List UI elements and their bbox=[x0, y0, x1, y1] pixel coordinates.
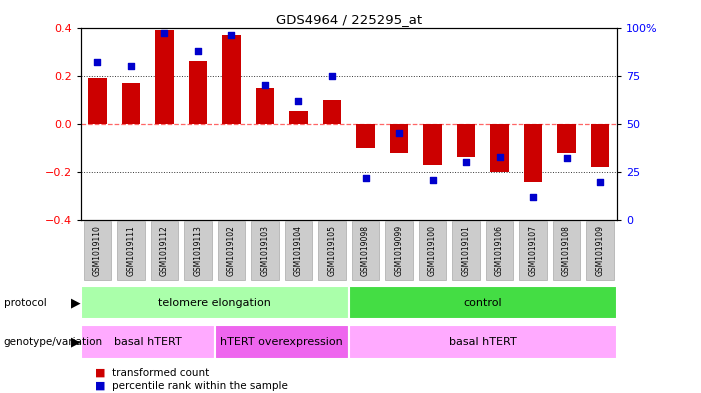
Bar bbox=[155, 30, 174, 124]
Point bbox=[461, 159, 472, 165]
Text: telomere elongation: telomere elongation bbox=[158, 298, 271, 308]
Text: ■: ■ bbox=[95, 367, 105, 378]
Text: GSM1019112: GSM1019112 bbox=[160, 225, 169, 276]
FancyBboxPatch shape bbox=[151, 221, 178, 280]
Text: basal hTERT: basal hTERT bbox=[114, 337, 182, 347]
Text: GSM1019110: GSM1019110 bbox=[93, 225, 102, 276]
Text: hTERT overexpression: hTERT overexpression bbox=[220, 337, 343, 347]
FancyBboxPatch shape bbox=[81, 286, 349, 319]
FancyBboxPatch shape bbox=[251, 221, 279, 280]
FancyBboxPatch shape bbox=[553, 221, 580, 280]
FancyBboxPatch shape bbox=[486, 221, 513, 280]
Bar bbox=[222, 35, 240, 124]
Point bbox=[293, 97, 304, 104]
FancyBboxPatch shape bbox=[519, 221, 547, 280]
Text: GSM1019102: GSM1019102 bbox=[227, 225, 236, 276]
Text: GSM1019100: GSM1019100 bbox=[428, 225, 437, 276]
Point bbox=[92, 59, 103, 65]
Text: ▶: ▶ bbox=[71, 335, 81, 349]
FancyBboxPatch shape bbox=[349, 286, 617, 319]
FancyBboxPatch shape bbox=[418, 221, 447, 280]
Text: control: control bbox=[463, 298, 502, 308]
Bar bbox=[122, 83, 140, 124]
Text: ▶: ▶ bbox=[71, 296, 81, 309]
Bar bbox=[524, 124, 543, 182]
Bar bbox=[189, 61, 207, 124]
Point bbox=[494, 153, 505, 160]
Bar bbox=[256, 88, 274, 124]
FancyBboxPatch shape bbox=[117, 221, 144, 280]
FancyBboxPatch shape bbox=[586, 221, 614, 280]
Bar bbox=[557, 124, 576, 152]
Point bbox=[327, 72, 338, 79]
FancyBboxPatch shape bbox=[215, 325, 349, 358]
Point bbox=[527, 194, 538, 200]
Text: basal hTERT: basal hTERT bbox=[449, 337, 517, 347]
FancyBboxPatch shape bbox=[452, 221, 479, 280]
Bar bbox=[591, 124, 609, 167]
Point bbox=[125, 63, 137, 69]
Text: GSM1019108: GSM1019108 bbox=[562, 225, 571, 276]
Point bbox=[159, 30, 170, 37]
Text: GSM1019111: GSM1019111 bbox=[126, 225, 135, 276]
Text: GSM1019104: GSM1019104 bbox=[294, 225, 303, 276]
Text: transformed count: transformed count bbox=[112, 367, 210, 378]
Text: GSM1019107: GSM1019107 bbox=[529, 225, 538, 276]
Text: GSM1019099: GSM1019099 bbox=[395, 225, 404, 276]
Bar bbox=[290, 110, 308, 124]
Point bbox=[427, 176, 438, 183]
Bar bbox=[356, 124, 375, 148]
FancyBboxPatch shape bbox=[386, 221, 413, 280]
Bar bbox=[88, 78, 107, 124]
Point bbox=[561, 155, 572, 162]
FancyBboxPatch shape bbox=[349, 325, 617, 358]
Text: ■: ■ bbox=[95, 381, 105, 391]
Text: percentile rank within the sample: percentile rank within the sample bbox=[112, 381, 288, 391]
FancyBboxPatch shape bbox=[81, 325, 215, 358]
Bar bbox=[423, 124, 442, 165]
FancyBboxPatch shape bbox=[352, 221, 379, 280]
Bar bbox=[457, 124, 475, 158]
Text: genotype/variation: genotype/variation bbox=[4, 337, 102, 347]
Text: GSM1019113: GSM1019113 bbox=[193, 225, 203, 276]
Point bbox=[360, 174, 371, 181]
Bar bbox=[322, 100, 341, 124]
Text: GSM1019106: GSM1019106 bbox=[495, 225, 504, 276]
Text: GSM1019101: GSM1019101 bbox=[461, 225, 470, 276]
Text: GSM1019105: GSM1019105 bbox=[327, 225, 336, 276]
Point bbox=[192, 48, 203, 54]
Text: GSM1019103: GSM1019103 bbox=[261, 225, 269, 276]
Bar bbox=[390, 124, 408, 152]
FancyBboxPatch shape bbox=[83, 221, 111, 280]
FancyBboxPatch shape bbox=[318, 221, 346, 280]
Bar bbox=[491, 124, 509, 172]
Point bbox=[259, 82, 271, 88]
Point bbox=[393, 130, 404, 136]
Point bbox=[594, 178, 606, 185]
Text: GSM1019109: GSM1019109 bbox=[596, 225, 605, 276]
Title: GDS4964 / 225295_at: GDS4964 / 225295_at bbox=[275, 13, 422, 26]
Point bbox=[226, 32, 237, 39]
FancyBboxPatch shape bbox=[218, 221, 245, 280]
FancyBboxPatch shape bbox=[285, 221, 312, 280]
Text: protocol: protocol bbox=[4, 298, 46, 308]
Text: GSM1019098: GSM1019098 bbox=[361, 225, 370, 276]
FancyBboxPatch shape bbox=[184, 221, 212, 280]
